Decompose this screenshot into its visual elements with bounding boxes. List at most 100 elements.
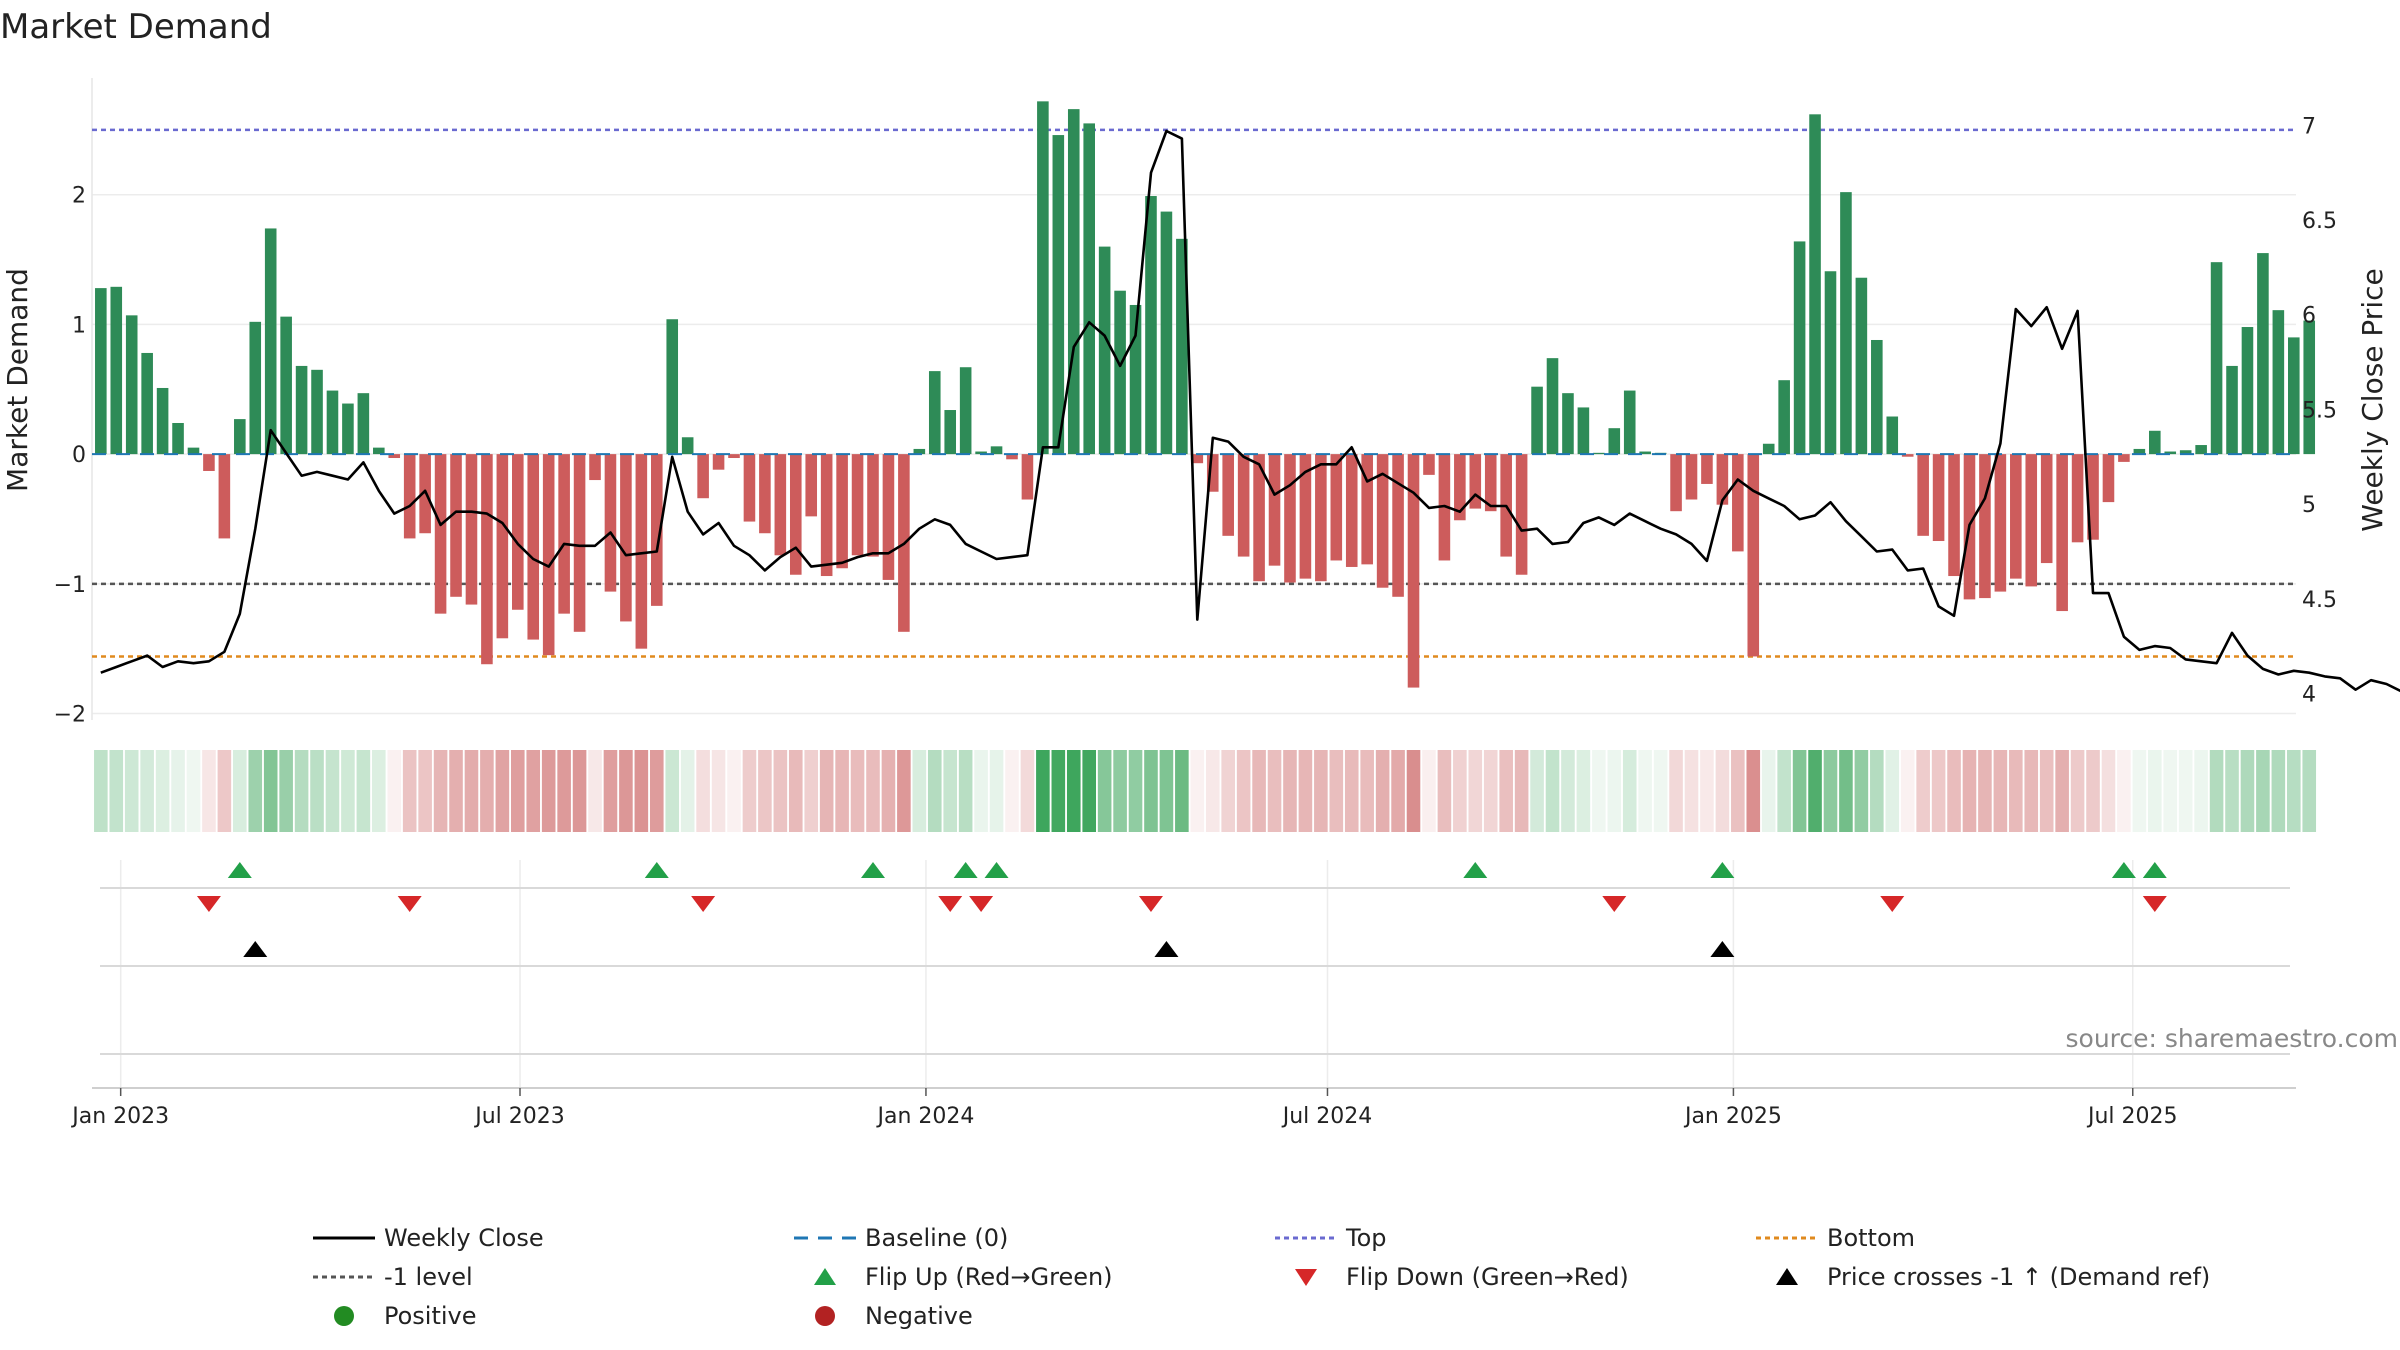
strip-cell: [696, 750, 710, 832]
legend-swatch: [814, 1268, 836, 1285]
strip-cell: [1638, 750, 1652, 832]
strip-cell: [1221, 750, 1235, 832]
legend-label: Price crosses -1 ↑ (Demand ref): [1827, 1263, 2210, 1291]
strip-cell: [943, 750, 958, 832]
strip-cell: [2271, 750, 2286, 832]
demand-bar: [203, 454, 215, 471]
legend-label: -1 level: [384, 1263, 473, 1291]
strip-cell: [1190, 750, 1205, 832]
strip-cell: [341, 750, 355, 832]
demand-bar: [1948, 454, 1960, 577]
strip-cell: [958, 750, 973, 832]
strip-cell: [2225, 750, 2239, 832]
strip-cell: [665, 750, 680, 832]
demand-bar: [1484, 454, 1497, 512]
strip-cell: [2148, 750, 2162, 832]
legend-item-minus-one: -1 level: [313, 1263, 473, 1291]
strip-cell: [1669, 750, 1683, 832]
y2-tick-label: 6: [2302, 304, 2316, 329]
strip-cell: [387, 750, 402, 832]
demand-bar: [743, 454, 756, 522]
strip-cell: [1576, 750, 1591, 832]
demand-bar: [728, 454, 740, 459]
legend-label: Positive: [384, 1302, 477, 1330]
flip-up-marker: [2142, 862, 2167, 878]
demand-bar: [1762, 443, 1775, 455]
strip-cell: [1684, 750, 1699, 832]
strip-cell: [294, 750, 309, 832]
strip-cell: [1020, 750, 1035, 832]
strip-cell: [1360, 750, 1374, 832]
demand-bar: [326, 390, 339, 455]
x-tick-label: Jul 2023: [473, 1104, 565, 1129]
demand-bar: [1670, 454, 1682, 512]
demand-bar: [1191, 454, 1204, 464]
strip-cell: [881, 750, 896, 832]
demand-bar: [1871, 339, 1883, 455]
flip-up-marker: [984, 862, 1009, 878]
legend-swatch: [1776, 1268, 1798, 1285]
demand-bar: [1593, 452, 1605, 455]
demand-bar: [1809, 114, 1821, 455]
demand-bar: [697, 454, 709, 499]
legend-item-bottom: Bottom: [1756, 1224, 1915, 1252]
demand-bar: [434, 454, 447, 614]
y-axis-ticks: −2 −1 0 1 2: [54, 184, 86, 728]
demand-bar: [1531, 386, 1543, 455]
demand-bar: [1747, 454, 1760, 657]
demand-bar: [1299, 454, 1312, 579]
demand-bar: [110, 286, 123, 455]
weekly-close-line: [100, 129, 2400, 693]
demand-bar: [1623, 390, 1636, 455]
demand-bar: [666, 319, 679, 455]
demand-bar: [1840, 192, 1852, 455]
strip-cell: [1082, 750, 1097, 832]
demand-bar: [1145, 196, 1157, 455]
legend-item-close: Weekly Close: [313, 1224, 544, 1252]
strip-cell: [1437, 750, 1452, 832]
strip-cell: [1453, 750, 1467, 832]
strip-cell: [2101, 750, 2116, 832]
demand-bar: [759, 454, 771, 534]
demand-bar: [650, 454, 663, 606]
strip-cell: [1159, 750, 1174, 832]
y-tick-label: 0: [72, 443, 86, 468]
strip-cell: [1545, 750, 1560, 832]
strip-cell: [1561, 750, 1575, 832]
y2-tick-label: 4: [2302, 682, 2316, 707]
strip-cell: [1823, 750, 1838, 832]
strip-cell: [1931, 750, 1946, 832]
demand-bar: [2118, 454, 2130, 462]
strip-cell: [526, 750, 541, 832]
demand-bar: [125, 315, 138, 455]
strip-cell: [974, 750, 988, 832]
demand-bar: [1098, 246, 1111, 455]
demand-bar: [1330, 454, 1343, 561]
strip-cell: [511, 750, 525, 832]
demand-bar: [1376, 454, 1389, 588]
legend-item-cross: Price crosses -1 ↑ (Demand ref): [1776, 1263, 2210, 1291]
y-tick-label: 2: [72, 184, 86, 209]
strip-cell: [1252, 750, 1266, 832]
strip-cell: [171, 750, 185, 832]
strip-cell: [1314, 750, 1328, 832]
strip-cell: [742, 750, 757, 832]
demand-bar: [681, 437, 694, 455]
demand-color-strip: [94, 750, 2317, 832]
y2-tick-label: 5.5: [2302, 398, 2337, 423]
demand-bar: [1423, 454, 1435, 475]
x-tick-label: Jul 2025: [2086, 1104, 2178, 1129]
strip-cell: [1622, 750, 1637, 832]
flip-down-marker: [1138, 896, 1163, 912]
demand-bar: [234, 419, 246, 455]
demand-bar: [1917, 454, 1929, 536]
demand-bar: [2210, 262, 2223, 455]
strip-cell: [619, 750, 633, 832]
demand-bar: [1469, 454, 1482, 509]
demand-bar: [2195, 445, 2207, 455]
price-cross-marker: [243, 941, 268, 957]
strip-cell: [418, 750, 432, 832]
price-cross-marker: [1154, 941, 1179, 957]
flip-down-marker: [938, 896, 963, 912]
strip-cell: [1468, 750, 1483, 832]
